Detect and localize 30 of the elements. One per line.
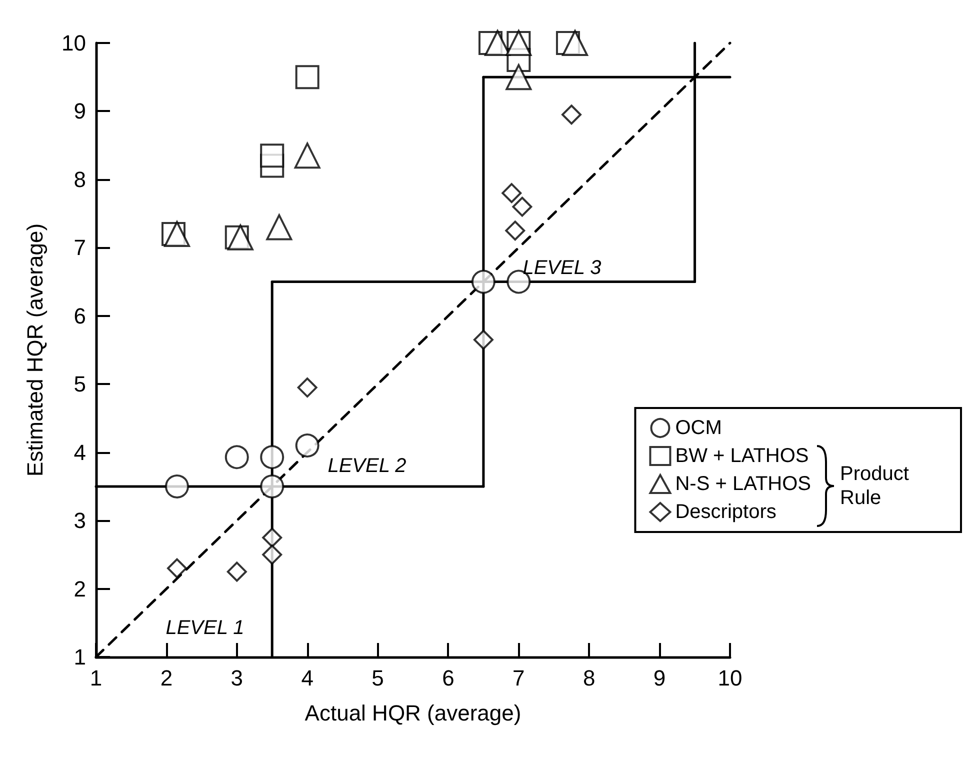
- x-tick-label: 4: [301, 666, 314, 690]
- x-tick-label: 3: [230, 666, 244, 690]
- x-tick-label: 10: [718, 666, 742, 690]
- y-tick-label: 1: [74, 644, 86, 670]
- x-tick-label: 2: [160, 666, 173, 690]
- y-tick-label: 2: [74, 576, 86, 602]
- y-tick-label: 10: [62, 30, 86, 56]
- x-tick-label: 8: [582, 666, 596, 690]
- legend-label: OCM: [675, 417, 722, 439]
- y-tick-label: 3: [74, 508, 86, 534]
- legend-label: N-S + LATHOS: [675, 473, 812, 495]
- y-tick-label: 5: [74, 372, 86, 397]
- x-tick-label: 1: [90, 666, 102, 690]
- x-tick-label: 7: [512, 666, 525, 690]
- annotation: LEVEL 1: [166, 617, 244, 639]
- y-tick-label: 9: [74, 98, 86, 124]
- x-axis-title: Actual HQR (average): [304, 700, 522, 726]
- x-tick-label: 5: [372, 666, 384, 690]
- y-axis-title: Estimated HQR (average): [22, 223, 48, 477]
- text: Product Rule: [840, 462, 910, 510]
- legend-label: Descriptors: [675, 501, 776, 523]
- x-tick-label: 6: [442, 666, 454, 690]
- y-tick-label: 4: [74, 440, 86, 465]
- y-tick-label: 8: [74, 166, 86, 192]
- legend-label: BW + LATHOS: [675, 445, 809, 467]
- annotation: LEVEL 3: [522, 257, 602, 279]
- x-tick-label: 9: [653, 666, 666, 690]
- annotation: LEVEL 2: [328, 455, 406, 477]
- y-tick-label: 7: [74, 235, 86, 260]
- y-tick-label: 6: [74, 303, 86, 328]
